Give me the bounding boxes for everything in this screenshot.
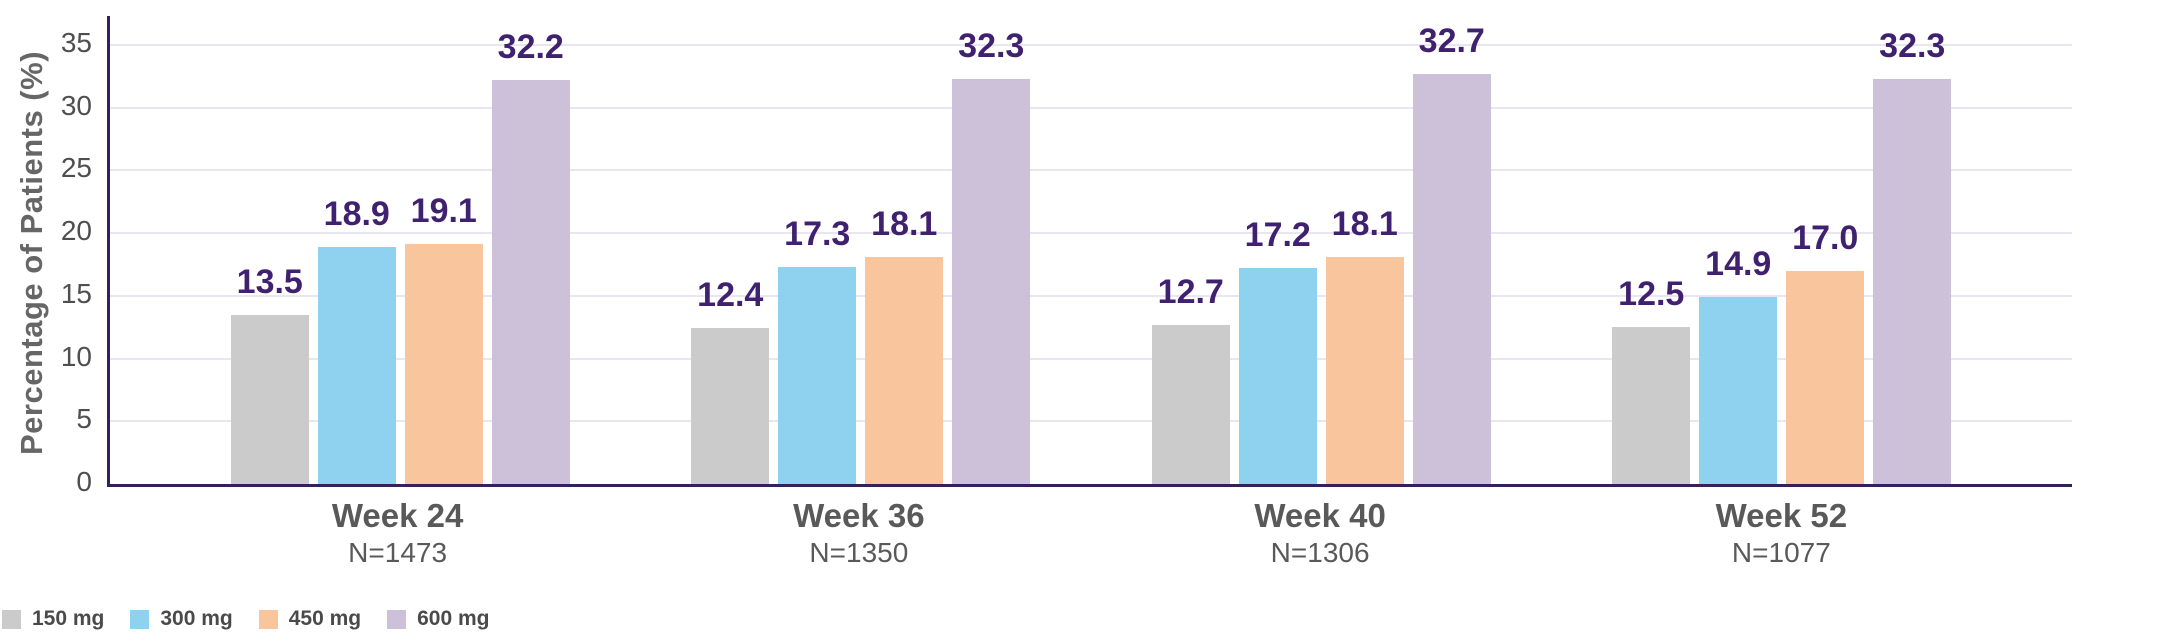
- bar-600-mg-week-24: [491, 79, 570, 484]
- bar-value-label: 12.4: [697, 276, 764, 315]
- bar-value-label: 12.7: [1157, 272, 1224, 311]
- bar-300-mg-week-24: [317, 246, 396, 484]
- bar-450-mg-week-52: [1786, 270, 1865, 484]
- bar-150-mg-week-24: [230, 314, 309, 484]
- bar-value-label: 32.2: [497, 27, 564, 66]
- bar-unit-450-mg-week-24: 19.1: [404, 192, 483, 484]
- bar-450-mg-week-24: [404, 244, 483, 484]
- y-tick-label-35: 35: [60, 26, 92, 58]
- x-category-sublabel: N=1473: [348, 537, 448, 568]
- gridline-20: [110, 232, 2072, 234]
- bar-600-mg-week-52: [1873, 78, 1952, 484]
- x-label-week-40: Week 40 N=1306: [1254, 497, 1385, 571]
- legend: 150 mg 300 mg 450 mg 600 mg: [2, 607, 490, 631]
- bar-value-label: 32.3: [958, 26, 1025, 65]
- plot-area: 0 5 10 15 20 25 30 35 13.5 18.9 19.1 32.2 12.4 17.3 18…: [61, 16, 2072, 496]
- x-category-sublabel: N=1306: [1270, 537, 1370, 568]
- bar-unit-300-mg-week-24: 18.9: [317, 194, 396, 484]
- bar-unit-600-mg-week-40: 32.7: [1412, 21, 1491, 484]
- legend-item-150-mg: 150 mg: [2, 607, 104, 631]
- bar-value-label: 18.9: [323, 194, 390, 233]
- bar-unit-300-mg-week-52: 14.9: [1699, 245, 1778, 484]
- bar-300-mg-week-40: [1238, 268, 1317, 484]
- gridline-30: [110, 106, 2072, 109]
- bar-unit-300-mg-week-36: 17.3: [778, 214, 857, 484]
- legend-label: 150 mg: [32, 607, 105, 630]
- gridline-5: [110, 420, 2072, 423]
- bars-row: 13.5 18.9 19.1 32.2 12.4 17.3 18.1 32.3 12.7 17.2…: [110, 16, 2072, 484]
- legend-swatch-150-mg: [2, 609, 21, 629]
- bar-150-mg-week-36: [691, 328, 770, 484]
- bar-group-week-36: 12.4 17.3 18.1 32.3: [691, 26, 1031, 484]
- bar-value-label: 14.9: [1705, 245, 1772, 284]
- gridline-10: [110, 357, 2072, 360]
- bar-value-label: 17.3: [784, 214, 851, 253]
- legend-item-450-mg: 450 mg: [258, 607, 362, 631]
- y-tick-label-5: 5: [76, 403, 92, 435]
- bar-450-mg-week-40: [1325, 256, 1404, 484]
- bar-unit-150-mg-week-36: 12.4: [691, 276, 770, 484]
- x-category-sublabel: N=1077: [1731, 537, 1831, 568]
- bar-300-mg-week-52: [1699, 297, 1778, 484]
- bar-unit-600-mg-week-24: 32.2: [491, 27, 570, 484]
- gridline-25: [110, 169, 2072, 172]
- bar-unit-450-mg-week-52: 17.0: [1786, 218, 1865, 484]
- bar-group-week-52: 12.5 14.9 17.0 32.3: [1612, 26, 1952, 484]
- bar-unit-450-mg-week-40: 18.1: [1325, 204, 1404, 484]
- x-category-label: Week 36: [793, 497, 925, 534]
- x-category-sublabel: N=1350: [809, 537, 909, 568]
- bar-unit-150-mg-week-52: 12.5: [1612, 275, 1691, 484]
- bar-300-mg-week-36: [778, 266, 857, 484]
- bar-group-week-40: 12.7 17.2 18.1 32.7: [1151, 21, 1491, 484]
- bar-450-mg-week-36: [865, 256, 944, 484]
- bar-unit-300-mg-week-40: 17.2: [1238, 216, 1317, 484]
- legend-label: 300 mg: [160, 607, 233, 630]
- bar-value-label: 32.3: [1879, 26, 1946, 65]
- legend-swatch-450-mg: [258, 609, 278, 629]
- gridline-35: [110, 43, 2072, 46]
- bar-group-week-24: 13.5 18.9 19.1 32.2: [230, 27, 570, 484]
- legend-swatch-300-mg: [130, 609, 150, 629]
- bar-unit-450-mg-week-36: 18.1: [865, 204, 944, 484]
- bar-600-mg-week-36: [952, 78, 1031, 484]
- x-category-label: Week 24: [331, 497, 464, 534]
- y-tick-label-30: 30: [60, 89, 92, 121]
- bar-value-label: 17.2: [1244, 216, 1311, 255]
- legend-label: 600 mg: [417, 607, 490, 630]
- bar-value-label: 12.5: [1618, 275, 1685, 314]
- bar-value-label: 18.1: [1331, 204, 1398, 243]
- x-axis-labels: Week 24 N=1473 Week 36 N=1350 Week 40 N=1306 W…: [107, 497, 2072, 571]
- bar-unit-150-mg-week-24: 13.5: [230, 262, 309, 484]
- bar-value-label: 13.5: [236, 262, 303, 301]
- y-tick-label-15: 15: [60, 277, 92, 309]
- bar-unit-600-mg-week-52: 32.3: [1873, 26, 1952, 484]
- bar-unit-150-mg-week-40: 12.7: [1151, 272, 1230, 484]
- x-category-label: Week 40: [1254, 497, 1386, 534]
- bar-value-label: 32.7: [1418, 21, 1485, 60]
- y-tick-label-0: 0: [76, 466, 92, 497]
- x-category-label: Week 52: [1715, 497, 1848, 534]
- bar-150-mg-week-40: [1151, 324, 1230, 484]
- gridline-15: [110, 294, 2072, 297]
- y-tick-label-20: 20: [60, 215, 92, 246]
- bar-value-label: 18.1: [871, 204, 938, 243]
- legend-item-600-mg: 600 mg: [387, 607, 490, 631]
- bar-600-mg-week-40: [1412, 73, 1491, 484]
- bar-unit-600-mg-week-36: 32.3: [952, 26, 1031, 484]
- x-label-week-24: Week 24 N=1473: [332, 497, 463, 571]
- bar-value-label: 19.1: [410, 192, 477, 231]
- bar-150-mg-week-52: [1612, 327, 1691, 484]
- x-label-week-36: Week 36 N=1350: [793, 497, 924, 571]
- y-tick-label-25: 25: [60, 152, 92, 184]
- x-label-week-52: Week 52 N=1077: [1716, 497, 1847, 571]
- legend-label: 450 mg: [288, 607, 362, 630]
- legend-item-300-mg: 300 mg: [130, 607, 233, 631]
- bar-value-label: 17.0: [1792, 218, 1859, 257]
- legend-swatch-600-mg: [387, 609, 407, 629]
- y-tick-label-10: 10: [60, 340, 92, 372]
